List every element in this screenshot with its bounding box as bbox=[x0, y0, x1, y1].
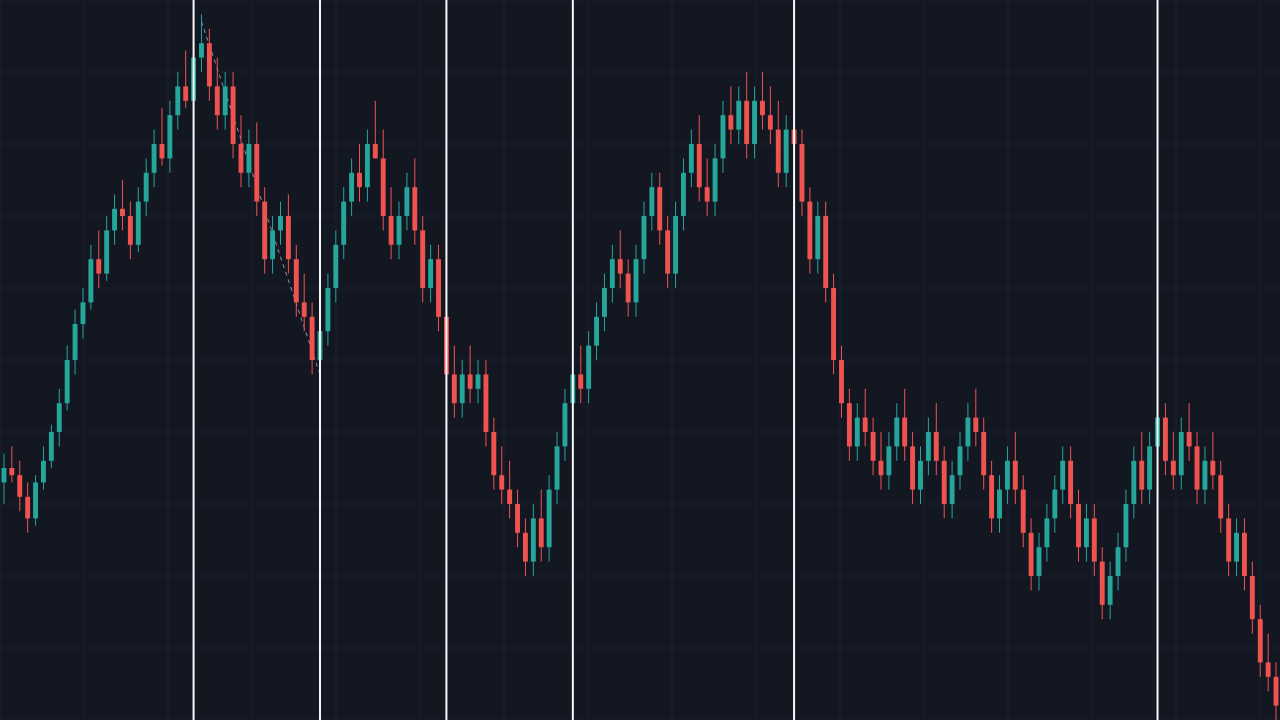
candlestick-chart-panel[interactable] bbox=[0, 0, 1280, 720]
candlestick-chart-svg bbox=[0, 0, 1280, 720]
